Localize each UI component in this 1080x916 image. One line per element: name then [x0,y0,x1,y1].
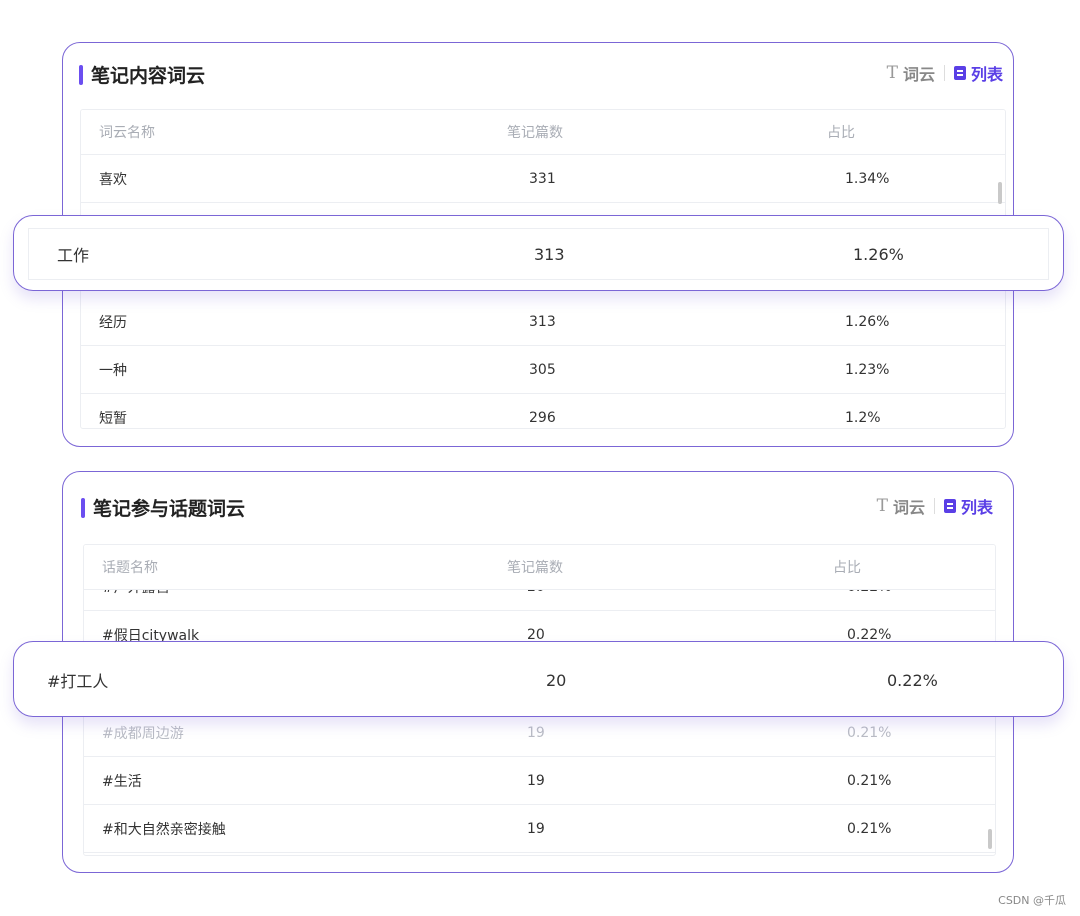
row-count: 313 [529,313,556,330]
row-count: 20 [527,626,545,643]
row-ratio: 0.21% [847,820,892,837]
table-row[interactable]: 短暂 296 1.2% [81,394,1005,428]
row-name: #和大自然亲密接触 [102,821,226,838]
card-title: 笔记参与话题词云 [81,494,245,521]
card-title-text: 笔记内容词云 [91,65,206,87]
highlight-name: #打工人 [47,672,109,691]
header-name: 词云名称 [99,125,155,141]
highlight-name: 工作 [57,246,90,265]
row-ratio: 1.23% [845,361,890,378]
row-ratio: 1.34% [845,170,890,187]
wordcloud-label: 词云 [902,65,935,84]
view-toggle: T 词云 列表 [877,494,993,518]
table-row[interactable]: 一种 305 1.23% [81,346,1005,394]
highlight-ratio: 1.26% [853,244,904,264]
table-row[interactable]: #生活 19 0.21% [84,757,995,805]
row-count: 331 [529,170,556,187]
highlighted-row: 工作 313 1.26% [28,228,1049,280]
view-toggle: T 词云 列表 [887,61,1003,85]
row-ratio: 0.21% [847,724,892,741]
highlight-count: 20 [546,670,567,690]
wordcloud-label: 词云 [892,498,925,517]
watermark: CSDN @千瓜 [998,894,1066,907]
text-icon: T [886,63,898,83]
row-name: 一种 [99,362,127,379]
header-ratio: 占比 [833,560,861,576]
highlight-ratio: 0.22% [887,670,938,690]
card-title: 笔记内容词云 [79,61,205,88]
row-count: 305 [529,361,556,378]
table-header: 词云名称 笔记篇数 占比 [81,110,1005,155]
row-count: 296 [529,409,556,426]
header-name: 话题名称 [102,560,158,576]
row-name: 喜欢 [99,171,127,188]
scrollbar[interactable] [988,829,992,849]
row-ratio: 1.2% [845,409,881,426]
row-name: 经历 [99,314,127,331]
row-ratio: 0.21% [847,772,892,789]
row-name: #生活 [102,773,142,790]
table-row[interactable]: #和大自然亲密接触 19 0.21% [84,805,995,853]
highlighted-row-callout[interactable]: 工作 313 1.26% [13,215,1064,291]
row-name: 短暂 [99,410,127,427]
title-accent-bar [81,497,85,518]
list-icon [943,499,956,513]
row-ratio: 1.26% [845,313,890,330]
row-count: 19 [527,724,545,741]
toggle-divider [933,498,935,514]
header-count: 笔记篇数 [507,560,563,576]
header-count: 笔记篇数 [507,125,563,141]
table-header: 话题名称 笔记篇数 占比 [84,545,995,590]
card-title-text: 笔记参与话题词云 [93,498,246,520]
table-row[interactable]: 喜欢 331 1.34% [81,155,1005,203]
list-label: 列表 [960,498,993,517]
list-view-button[interactable]: 列表 [943,494,993,518]
wordcloud-view-button[interactable]: T 词云 [877,494,925,518]
toggle-divider [943,65,945,81]
list-icon [953,66,966,80]
row-ratio: 0.22% [847,626,892,643]
list-view-button[interactable]: 列表 [953,61,1003,85]
table-row[interactable]: #成都周边游 19 0.21% [84,709,995,757]
highlighted-row: #打工人 20 0.22% [28,654,1049,706]
title-accent-bar [79,64,83,85]
list-label: 列表 [970,65,1003,84]
row-count: 19 [527,820,545,837]
highlight-count: 313 [534,244,565,264]
text-icon: T [876,496,888,516]
header-ratio: 占比 [827,125,855,141]
row-count: 19 [527,772,545,789]
row-name: #假日citywalk [102,627,200,644]
highlighted-row-callout[interactable]: #打工人 20 0.22% [13,641,1064,717]
row-name: #成都周边游 [102,725,184,742]
table-row[interactable]: 经历 313 1.26% [81,298,1005,346]
scrollbar[interactable] [998,182,1002,204]
wordcloud-view-button[interactable]: T 词云 [887,61,935,85]
